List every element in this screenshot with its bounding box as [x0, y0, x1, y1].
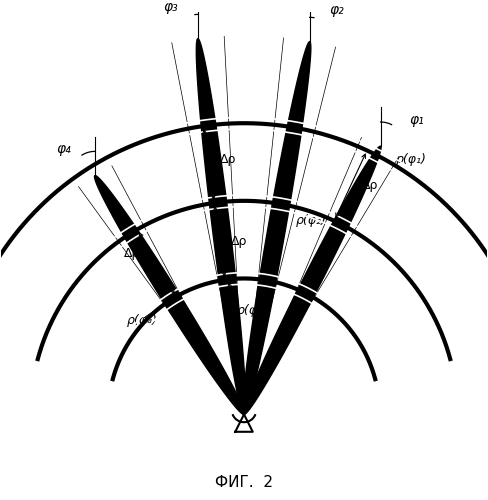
Text: Δρ: Δρ — [231, 235, 247, 248]
Polygon shape — [95, 176, 244, 414]
Polygon shape — [196, 38, 245, 414]
Text: ρ(φ₂): ρ(φ₂) — [296, 214, 326, 227]
Text: ρ(φ₃): ρ(φ₃) — [237, 304, 268, 316]
Text: ρ(φ₁): ρ(φ₁) — [396, 154, 427, 166]
Text: φ₁: φ₁ — [410, 113, 425, 127]
Polygon shape — [244, 146, 381, 414]
Text: φ₄: φ₄ — [56, 142, 71, 156]
Text: φ₃: φ₃ — [163, 0, 179, 14]
Text: φ₂: φ₂ — [329, 4, 344, 18]
Text: ρ(φ₄): ρ(φ₄) — [126, 314, 158, 326]
Text: Δρ: Δρ — [362, 179, 378, 192]
Polygon shape — [233, 400, 255, 414]
Text: Δρ: Δρ — [220, 153, 237, 166]
Polygon shape — [243, 42, 311, 414]
Text: Δρ: Δρ — [124, 247, 141, 260]
Text: ФИГ.  2: ФИГ. 2 — [215, 474, 273, 490]
